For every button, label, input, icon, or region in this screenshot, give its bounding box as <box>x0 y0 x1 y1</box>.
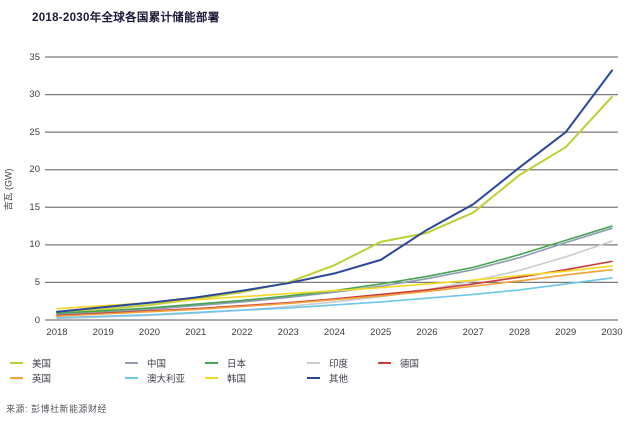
x-tick-label: 2018 <box>46 327 68 338</box>
y-tick-label: 5 <box>34 276 40 288</box>
chart-title: 2018-2030年全球各国累计储能部署 <box>32 12 220 24</box>
legend-swatch <box>205 377 218 379</box>
legend-item-日本: 日本 <box>205 357 247 370</box>
x-tick-label: 2022 <box>231 327 253 338</box>
series-line-澳大利亚 <box>56 277 613 319</box>
y-axis-label: 吉瓦 (GW) <box>3 168 14 211</box>
legend-item-美国: 美国 <box>10 357 52 370</box>
x-tick-label: 2030 <box>601 327 623 338</box>
legend-item-德国: 德国 <box>378 357 420 370</box>
legend-item-印度: 印度 <box>307 357 349 370</box>
x-tick-label: 2027 <box>462 327 484 338</box>
line-chart <box>45 56 618 321</box>
legend-label: 美国 <box>32 359 52 370</box>
x-tick-label: 2028 <box>508 327 531 338</box>
legend-label: 其他 <box>329 374 349 385</box>
x-tick-label: 2019 <box>92 327 114 338</box>
legend-label: 中国 <box>147 359 167 370</box>
y-tick-label: 30 <box>29 89 40 101</box>
legend-swatch <box>10 362 23 364</box>
series-line-其他 <box>56 69 613 313</box>
legend-swatch <box>307 377 320 379</box>
legend-label: 韩国 <box>227 374 247 385</box>
legend-swatch <box>307 362 320 364</box>
series-line-美国 <box>56 95 613 315</box>
series-line-中国 <box>56 227 613 316</box>
legend-swatch <box>205 362 218 364</box>
y-tick-label: 20 <box>29 164 40 176</box>
legend-item-中国: 中国 <box>125 357 167 370</box>
x-tick-label: 2026 <box>416 327 438 338</box>
series-line-英国 <box>56 268 613 318</box>
y-tick-label: 0 <box>34 314 40 326</box>
y-tick-label: 25 <box>29 126 40 138</box>
legend-swatch <box>378 362 391 364</box>
legend-label: 印度 <box>329 359 349 370</box>
y-tick-label: 10 <box>29 239 40 251</box>
source-note: 来源: 彭博社新能源财经 <box>6 404 108 414</box>
legend-item-韩国: 韩国 <box>205 372 247 385</box>
legend-label: 日本 <box>227 359 247 370</box>
x-tick-label: 2023 <box>277 327 299 338</box>
legend-item-英国: 英国 <box>10 372 52 385</box>
legend-label: 澳大利亚 <box>147 374 186 385</box>
x-tick-label: 2020 <box>138 327 161 338</box>
legend-label: 英国 <box>32 374 52 385</box>
x-tick-label: 2029 <box>555 327 577 338</box>
legend-item-其他: 其他 <box>307 372 349 385</box>
x-tick-label: 2021 <box>185 327 207 338</box>
legend-label: 德国 <box>400 359 420 370</box>
y-tick-label: 35 <box>29 51 40 63</box>
legend-item-澳大利亚: 澳大利亚 <box>125 372 186 385</box>
y-tick-label: 15 <box>29 201 40 213</box>
x-tick-label: 2024 <box>323 327 346 338</box>
legend-swatch <box>125 362 138 364</box>
legend-swatch <box>125 377 138 379</box>
x-tick-label: 2025 <box>370 327 392 338</box>
legend-swatch <box>10 377 23 379</box>
